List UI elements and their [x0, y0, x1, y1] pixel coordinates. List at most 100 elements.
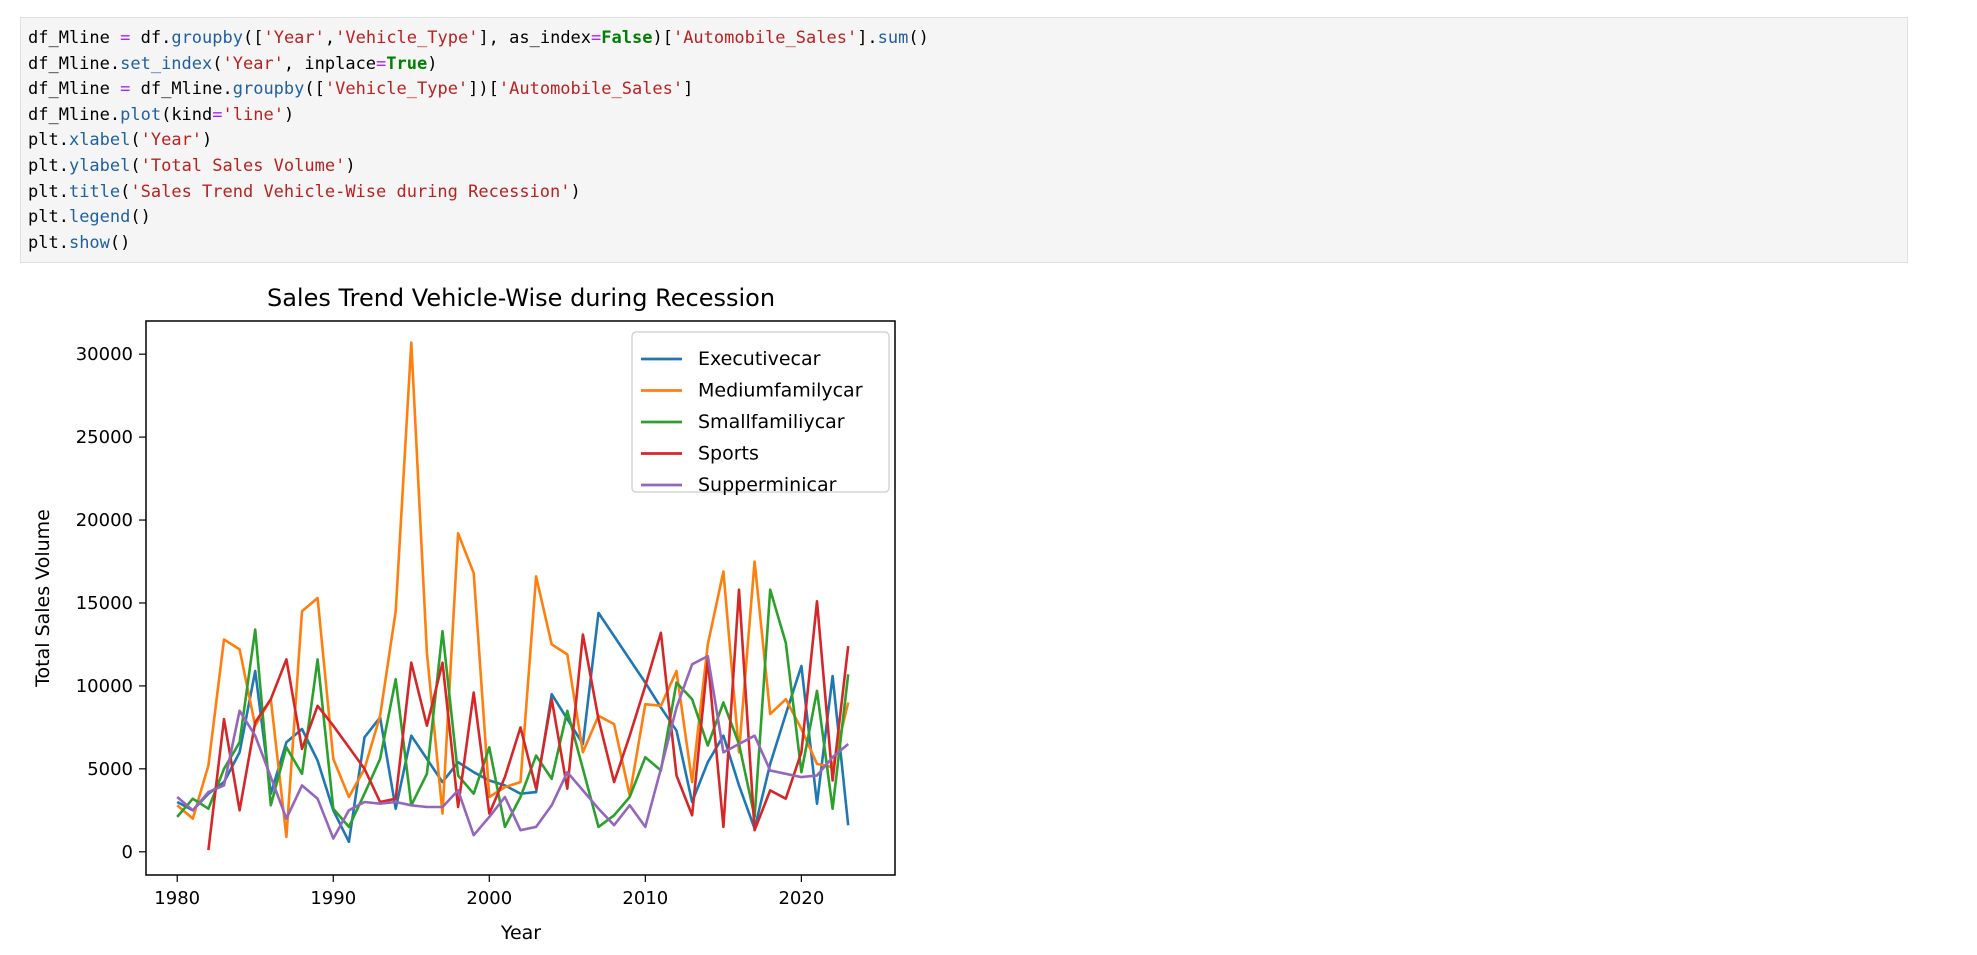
chart-title: Sales Trend Vehicle-Wise during Recessio…: [267, 284, 775, 312]
legend: Executivecar Mediumfamilycar Smallfamiliyc…: [631, 331, 890, 496]
series-line: [176, 341, 850, 839]
code-token: plt.: [28, 130, 69, 151]
code-token: 'Vehicle_Type': [335, 28, 479, 48]
series-line: [176, 611, 850, 844]
code-line: plt.ylabel('Total Sales Volume'): [28, 154, 1907, 180]
code-token: 'Automobile_Sales': [498, 79, 684, 100]
plot-frame: [145, 320, 896, 876]
code-token: df_Mline.: [28, 104, 121, 125]
code-token: (: [130, 130, 141, 151]
y-tick-label: 5000: [87, 759, 133, 780]
series-lines: [176, 341, 850, 851]
code-token: (): [130, 207, 151, 228]
code-line: plt.show(): [28, 231, 1907, 257]
code-token: ].: [857, 28, 878, 48]
code-line: df_Mline.set_index('Year', inplace=True): [28, 52, 1907, 78]
series-line: [207, 588, 850, 851]
code-token: title: [68, 181, 121, 202]
code-token: 'Year': [222, 53, 284, 74]
legend-label: Supperminicar: [698, 474, 837, 496]
code-token: ): [283, 104, 295, 125]
y-tick-label: 0: [122, 842, 133, 863]
x-tick-label: 2020: [778, 888, 824, 909]
code-token: 'Total Sales Volume': [140, 155, 346, 176]
code-token: ])[: [468, 79, 499, 100]
code-token: ): [570, 181, 581, 202]
legend-label: Mediumfamilycar: [698, 380, 863, 402]
y-tick-label: 15000: [76, 593, 133, 614]
code-cell[interactable]: df_Mline = df.groupby(['Year','Vehicle_T…: [20, 17, 1908, 263]
code-token: 'Year': [263, 28, 325, 48]
code-token: True: [386, 53, 428, 74]
y-tick-label: 20000: [76, 510, 133, 531]
code-token: ([: [304, 79, 325, 100]
legend-label: Executivecar: [698, 348, 821, 370]
code-token: ylabel: [68, 155, 131, 176]
code-token: ): [427, 53, 438, 74]
code-token: =: [120, 28, 131, 48]
code-token: 'Automobile_Sales': [672, 28, 858, 48]
code-line: df_Mline = df.groupby(['Year','Vehicle_T…: [28, 26, 1907, 52]
code-token: False: [601, 28, 653, 48]
y-axis-label: Total Sales Volume: [32, 509, 54, 688]
code-token: df.: [130, 28, 172, 48]
cell-output: Sales Trend Vehicle-Wise during Recessio…: [20, 275, 920, 950]
code-token: plt.: [28, 181, 69, 202]
series-line: [176, 654, 850, 840]
legend-frame: [631, 331, 890, 493]
code-token: show: [68, 232, 110, 253]
code-token: plot: [120, 104, 162, 125]
code-token: sum: [877, 28, 909, 48]
code-token: )[: [652, 28, 673, 48]
legend-label: Sports: [698, 443, 759, 465]
y-tick-label: 30000: [76, 344, 133, 365]
code-token: (kind: [161, 104, 213, 125]
code-token: ], as_index: [478, 28, 592, 48]
code-token: =: [591, 28, 602, 48]
x-tick-label: 2010: [622, 888, 668, 909]
x-tick-label: 1990: [310, 888, 356, 909]
x-tick-label: 1980: [154, 888, 200, 909]
code-token: groupby: [232, 79, 305, 100]
code-token: xlabel: [68, 130, 131, 151]
code-line: plt.xlabel('Year'): [28, 128, 1907, 154]
code-token: set_index: [120, 53, 213, 74]
code-token: (): [908, 28, 929, 48]
code-token: 'line': [222, 104, 284, 125]
code-token: (): [109, 232, 131, 253]
code-token: ): [345, 155, 356, 176]
x-tick-label: 2000: [466, 888, 512, 909]
code-token: (: [120, 181, 131, 202]
code-token: (: [212, 53, 223, 74]
code-line: plt.legend(): [28, 205, 1907, 231]
code-token: df_Mline.: [28, 53, 121, 74]
code-token: 'Year': [140, 130, 203, 151]
code-token: 'Vehicle_Type': [324, 79, 469, 100]
code-token: (: [130, 155, 141, 176]
code-token: plt.: [28, 207, 69, 228]
code-token: groupby: [171, 28, 243, 48]
code-line: df_Mline.plot(kind='line'): [28, 103, 1907, 129]
code-line: plt.title('Sales Trend Vehicle-Wise duri…: [28, 180, 1907, 206]
code-token: ): [202, 130, 213, 151]
y-tick-label: 25000: [76, 427, 133, 448]
code-token: =: [120, 79, 131, 100]
code-token: , inplace: [283, 53, 377, 74]
code-token: df_Mline.: [130, 79, 233, 100]
code-token: ([: [242, 28, 264, 48]
x-axis-label: Year: [500, 922, 541, 944]
code-line: df_Mline = df_Mline.groupby(['Vehicle_Ty…: [28, 77, 1907, 103]
code-token: =: [376, 53, 387, 74]
code-token: df_Mline: [28, 79, 121, 100]
code-token: plt.: [28, 232, 69, 253]
code-token: ]: [683, 79, 694, 100]
code-token: =: [212, 104, 223, 125]
legend-label: Smallfamiliycar: [698, 411, 845, 433]
line-chart: Sales Trend Vehicle-Wise during Recessio…: [32, 284, 896, 944]
code-token: legend: [68, 207, 131, 228]
code-token: df_Mline: [28, 28, 121, 48]
code-token: plt.: [28, 155, 69, 176]
y-tick-label: 10000: [76, 676, 133, 697]
code-token: ,: [324, 28, 336, 48]
code-token: 'Sales Trend Vehicle-Wise during Recessi…: [130, 181, 571, 202]
